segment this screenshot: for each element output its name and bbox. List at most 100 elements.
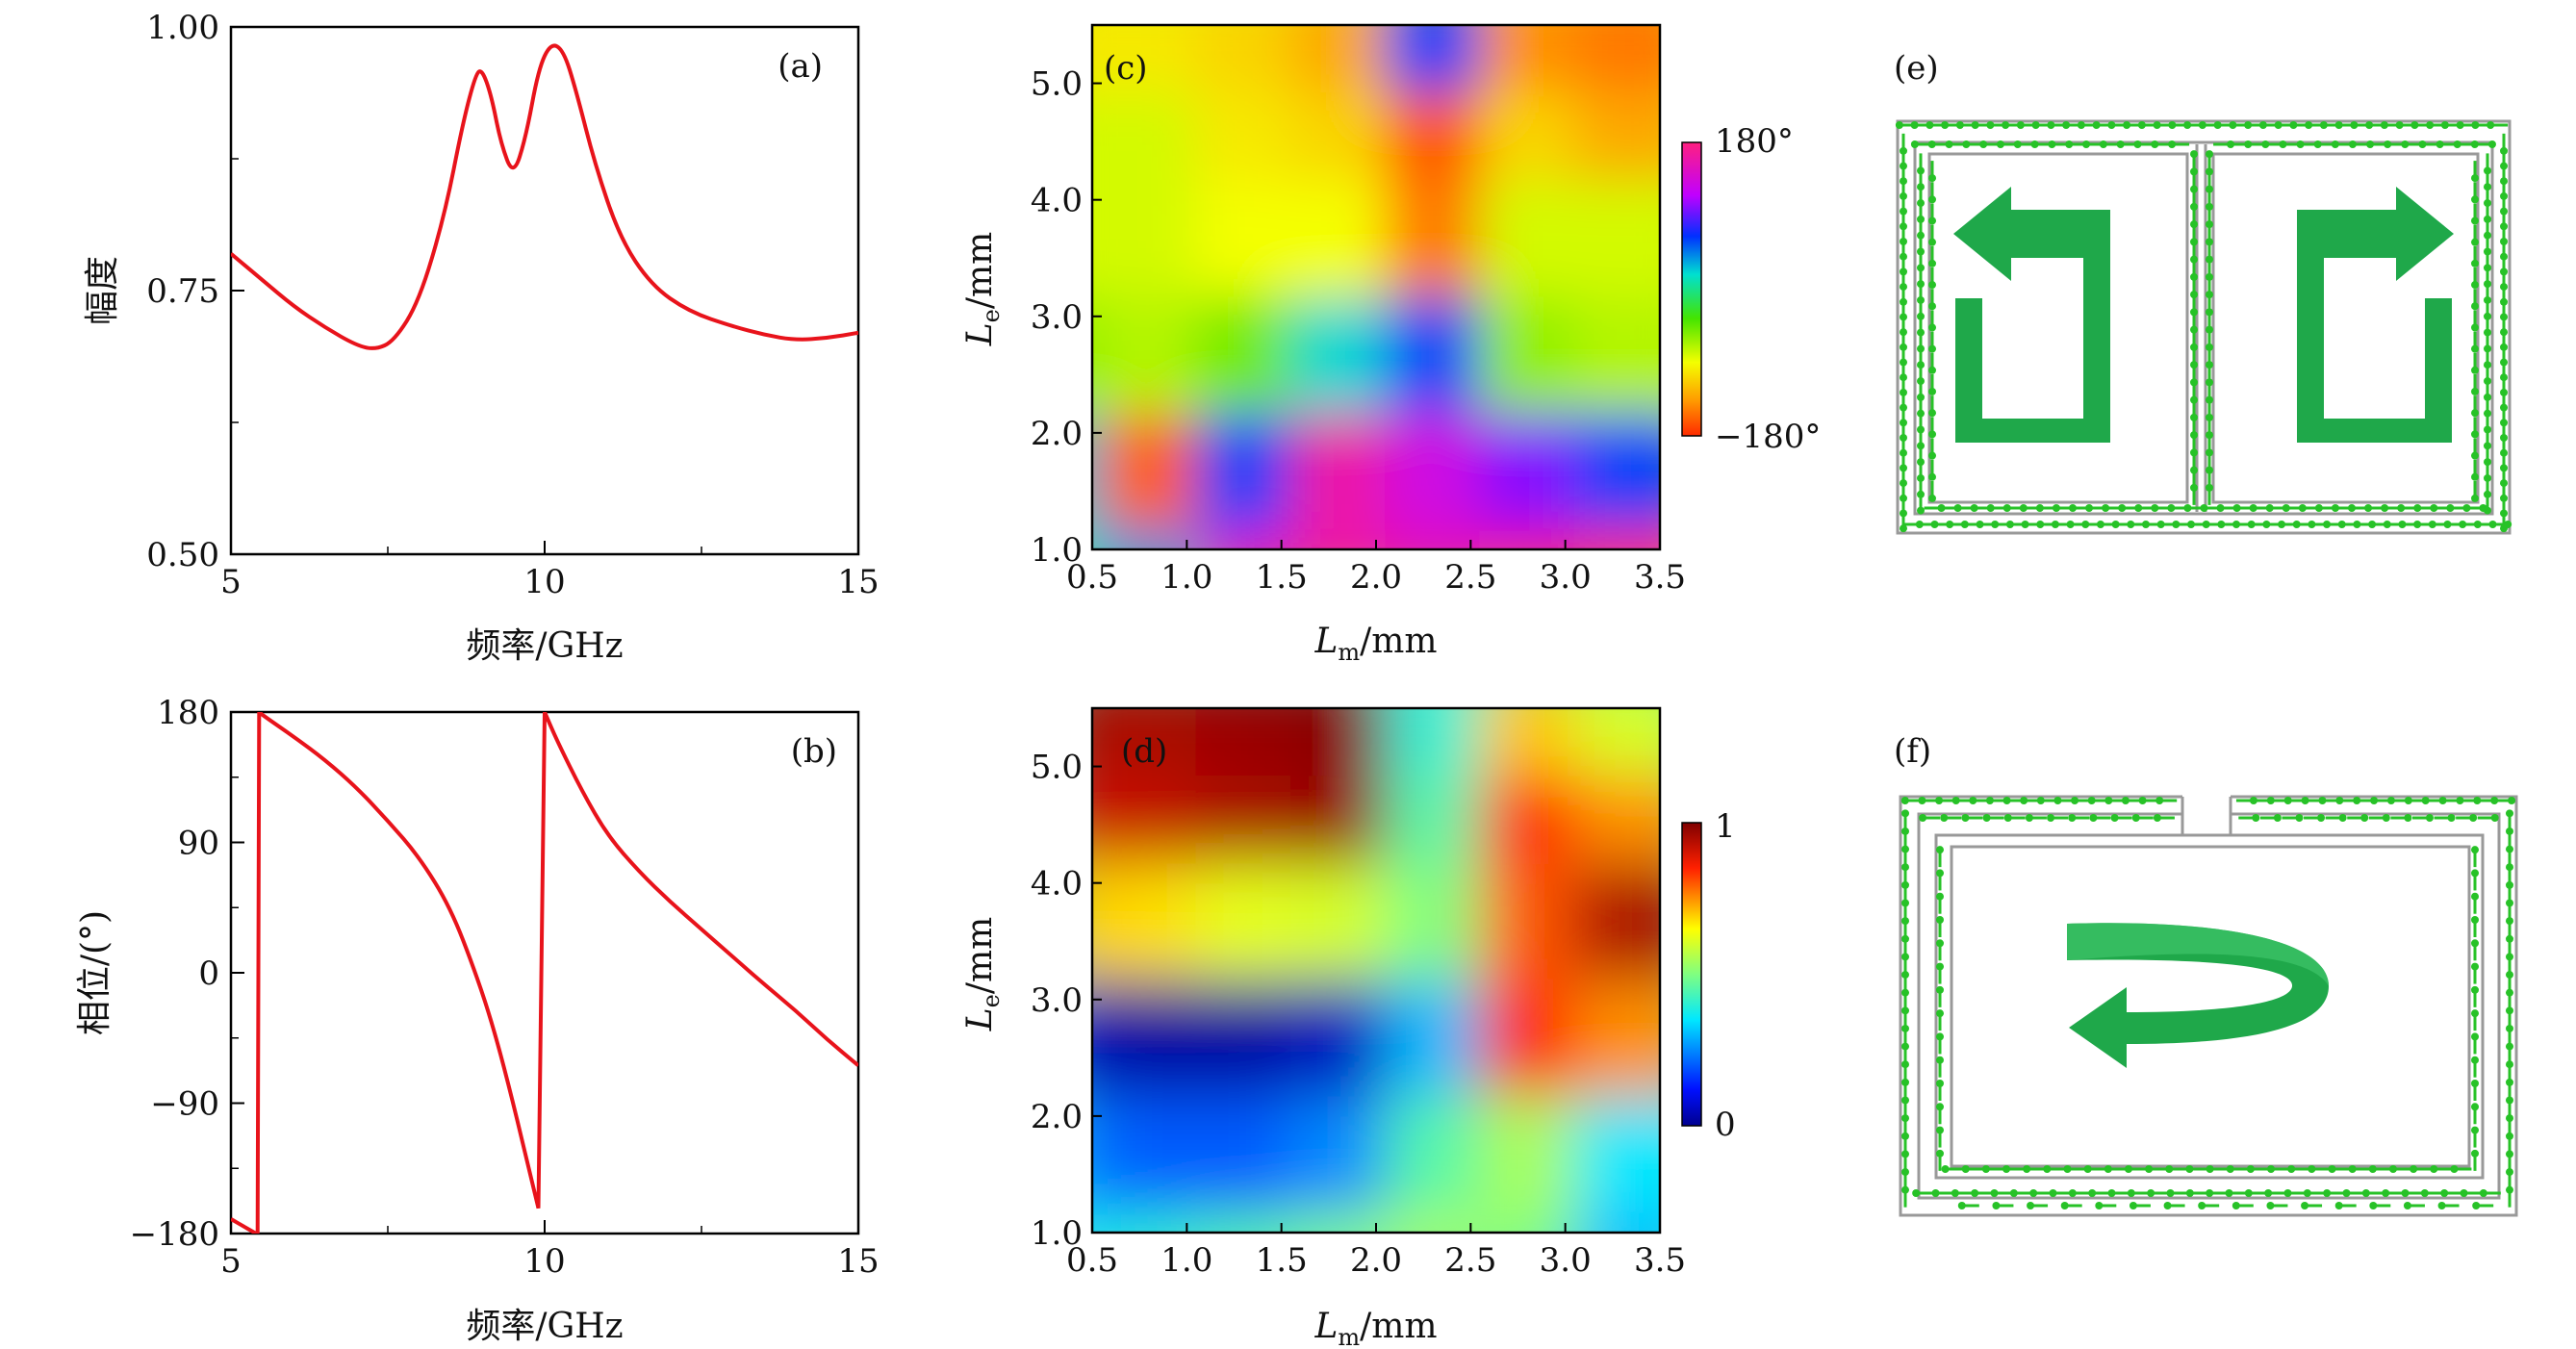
current-vector-head (1917, 506, 1925, 515)
current-vector-head (2506, 1024, 2513, 1032)
current-vector-head (2404, 814, 2412, 822)
current-vector-head (1951, 1189, 1959, 1197)
current-vector-head (2365, 121, 2374, 129)
current-vector-head (2450, 1165, 2459, 1173)
current-vector-head (2121, 797, 2130, 804)
panel-c-colorbar-min-label: −180° (1715, 418, 1821, 456)
current-vector-head (1928, 174, 1936, 183)
current-vector-head (1901, 1150, 1909, 1158)
current-vector-head (1941, 1165, 1950, 1173)
panel-c-phase-heatmap: 0.5 1.0 1.5 2.0 2.5 3.0 3.5 1.02.03.04.05.0 (c… (960, 23, 1821, 666)
current-vector-head (2183, 121, 2192, 129)
current-vector-head (2244, 121, 2253, 129)
y-tick-label: 1.0 (1031, 531, 1083, 570)
current-vector-head (2283, 1189, 2292, 1197)
current-vector-head (2471, 387, 2479, 395)
current-vector-head (1928, 302, 1936, 311)
current-vector-head (2030, 140, 2039, 148)
y-tick-label: 5.0 (1031, 65, 1083, 104)
current-vector-head (2003, 814, 2012, 822)
current-vector-head (2206, 378, 2213, 387)
current-vector-head (1936, 1009, 1944, 1018)
current-vector-head (2190, 255, 2198, 264)
current-vector-head (2206, 150, 2213, 159)
current-vector-head (2361, 1189, 2370, 1197)
current-vector-head (2296, 140, 2305, 148)
current-vector-head (2504, 521, 2512, 528)
current-vector-head (2418, 140, 2427, 148)
current-vector-head (2104, 797, 2113, 804)
current-vector-head (2068, 1189, 2077, 1197)
current-vector-head (1957, 1202, 1966, 1209)
current-vector-head (2031, 121, 2040, 129)
y-tick-label: 1.00 (146, 9, 219, 47)
current-vector-head (2410, 1165, 2418, 1173)
current-vector-head (2471, 1126, 2479, 1134)
panel-b-tag: (b) (791, 732, 837, 771)
current-vector-head (1901, 809, 1909, 818)
current-vector-head (2401, 140, 2410, 148)
current-vector-head (1928, 472, 1936, 481)
current-vector-head (1928, 366, 1936, 374)
current-vector-head (1936, 892, 1944, 901)
current-vector-head (1900, 797, 1909, 804)
current-vector-head (2360, 814, 2369, 822)
current-vector-head (2036, 797, 2045, 804)
current-vector-head (2088, 1189, 2097, 1197)
current-vector-head (2384, 140, 2392, 148)
current-vector-head (2151, 140, 2159, 148)
current-vector-head (2225, 1189, 2233, 1197)
current-vector-head (2185, 1165, 2194, 1173)
current-vector-head (1940, 814, 1949, 822)
current-vector-head (2382, 814, 2390, 822)
current-vector-head (2471, 430, 2479, 439)
panel-f-metal-frame (1899, 795, 2518, 1217)
current-vector-head (1936, 1103, 1944, 1111)
current-vector-head (2062, 121, 2071, 129)
current-vector-head (2206, 202, 2213, 211)
current-vector-head (2471, 985, 2479, 994)
current-vector-head (2274, 121, 2283, 129)
current-vector-head (1928, 430, 1936, 439)
current-vector-head (2490, 814, 2499, 822)
current-vector-head (2190, 483, 2198, 492)
current-vector-head (1901, 1024, 1909, 1032)
current-vector-head (1901, 1168, 1909, 1177)
current-vector-head (2301, 1202, 2309, 1209)
current-vector-head (2190, 466, 2198, 474)
current-vector-head (2487, 121, 2495, 129)
current-vector-head (2137, 121, 2146, 129)
current-vector-head (2190, 185, 2198, 193)
current-vector-head (2023, 1165, 2031, 1173)
current-vector-head (2190, 167, 2198, 176)
current-vector-head (2471, 121, 2480, 129)
current-vector-head (1928, 323, 1936, 332)
current-vector-head (2506, 971, 2513, 980)
y-tick-label: 0 (198, 954, 219, 993)
current-vector-head (2456, 121, 2464, 129)
y-tick-label: 5.0 (1031, 749, 1083, 787)
y-tick-label: 1.0 (1031, 1214, 1083, 1253)
current-vector-head (1910, 140, 1919, 148)
current-vector-head (2420, 1189, 2429, 1197)
current-vector-head (2471, 892, 2479, 901)
current-vector-head (2437, 1202, 2446, 1209)
current-vector-head (1901, 917, 1909, 926)
current-vector-head (2471, 409, 2479, 418)
current-vector-head (2138, 797, 2147, 804)
current-vector-head (2190, 361, 2198, 369)
current-vector-head (2287, 1165, 2296, 1173)
x-tick-label: 0.5 (1066, 558, 1118, 597)
current-vector-head (2190, 343, 2198, 351)
current-vector-head (2198, 1202, 2206, 1209)
current-vector-head (2471, 344, 2479, 353)
heatmap-cell (1573, 708, 1660, 776)
current-vector-head (2506, 809, 2513, 818)
current-vector-head (2506, 1150, 2513, 1158)
x-tick-label: 2.5 (1444, 1241, 1496, 1280)
x-tick-label: 5 (220, 563, 242, 601)
current-vector-head (2471, 451, 2479, 460)
panel-e-current-vectors (1895, 121, 2512, 533)
current-vector-head (1928, 344, 1936, 353)
current-vector-head (2190, 150, 2198, 159)
